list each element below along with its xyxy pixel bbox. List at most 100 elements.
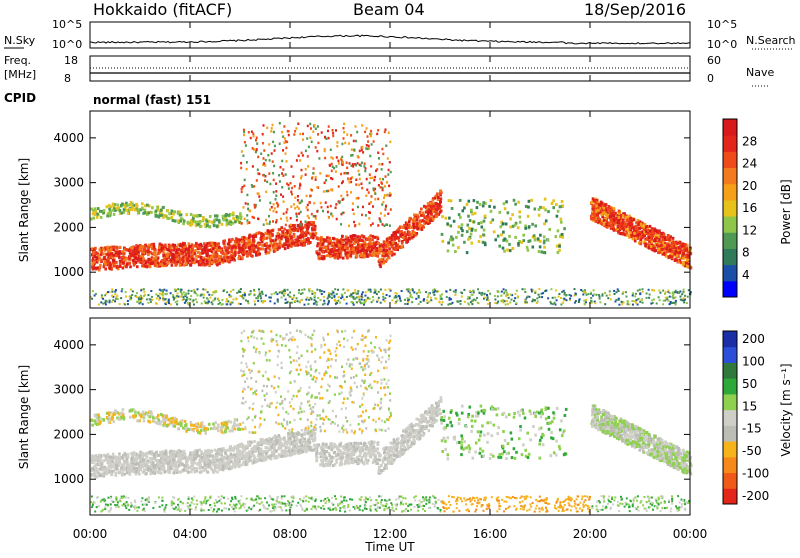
data-cell: [618, 212, 621, 215]
data-cell: [469, 290, 471, 292]
data-cell: [369, 212, 371, 215]
data-cell: [674, 242, 677, 245]
data-cell: [545, 219, 548, 222]
data-cell: [124, 304, 126, 306]
data-cell: [190, 213, 193, 216]
data-cell: [637, 304, 639, 306]
data-cell: [370, 291, 372, 293]
data-cell: [404, 303, 406, 305]
data-cell: [555, 235, 558, 238]
data-cell: [590, 217, 593, 220]
data-cell: [460, 291, 462, 293]
data-cell: [626, 234, 629, 237]
data-cell: [99, 248, 102, 251]
data-cell: [280, 218, 282, 221]
data-cell: [307, 237, 310, 240]
data-cell: [286, 208, 288, 211]
data-cell: [656, 303, 658, 305]
data-cell: [340, 173, 342, 176]
data-cell: [671, 302, 673, 304]
data-cell: [613, 228, 616, 231]
data-cell: [642, 226, 645, 229]
data-cell: [288, 187, 290, 190]
data-cell: [107, 249, 110, 252]
data-cell: [290, 224, 292, 227]
data-cell: [376, 236, 379, 239]
data-cell: [381, 203, 383, 206]
data-cell: [461, 234, 464, 237]
data-cell: [259, 199, 261, 202]
data-cell: [683, 297, 685, 299]
data-cell: [381, 168, 383, 171]
data-cell: [246, 168, 248, 171]
data-cell: [606, 226, 609, 229]
data-cell: [130, 204, 133, 207]
data-cell: [266, 127, 268, 130]
data-cell: [367, 135, 369, 138]
data-cell: [550, 301, 552, 303]
data-cell: [136, 265, 139, 268]
data-cell: [427, 302, 429, 304]
data-cell: [166, 302, 168, 304]
data-cell: [461, 296, 463, 298]
data-cell: [471, 303, 473, 305]
data-cell: [271, 229, 274, 232]
data-cell: [646, 293, 648, 295]
data-cell: [509, 225, 512, 228]
data-cell: [558, 245, 561, 248]
data-cell: [398, 239, 401, 242]
data-cell: [357, 206, 359, 209]
data-cell: [383, 197, 385, 200]
data-cell: [514, 236, 517, 239]
data-cell: [321, 131, 323, 134]
data-cell: [470, 242, 473, 245]
data-cell: [439, 189, 442, 192]
data-cell: [594, 302, 596, 304]
data-cell: [286, 217, 288, 220]
data-cell: [504, 207, 507, 210]
data-cell: [280, 244, 283, 247]
data-cell: [408, 299, 410, 301]
data-cell: [154, 257, 157, 260]
data-cell: [542, 206, 545, 209]
data-cell: [239, 212, 242, 215]
data-cell: [297, 237, 300, 240]
data-cell: [271, 206, 273, 209]
data-cell: [517, 295, 519, 297]
data-cell: [308, 146, 310, 149]
data-cell: [418, 303, 420, 305]
data-cell: [493, 230, 496, 233]
data-cell: [159, 293, 161, 295]
data-cell: [675, 250, 678, 253]
data-cell: [226, 221, 229, 224]
data-cell: [449, 238, 452, 241]
data-cell: [298, 292, 300, 294]
data-cell: [206, 220, 209, 223]
data-cell: [184, 294, 186, 296]
data-cell: [248, 131, 250, 134]
data-cell: [436, 204, 439, 207]
data-cell: [593, 199, 596, 202]
data-cell: [299, 235, 302, 238]
data-cell: [118, 252, 121, 255]
data-cell: [95, 293, 97, 295]
data-cell: [409, 289, 411, 291]
data-cell: [624, 233, 627, 236]
data-cell: [392, 241, 395, 244]
data-cell: [107, 253, 110, 256]
data-cell: [179, 244, 182, 247]
data-cell: [118, 256, 121, 259]
data-cell: [330, 177, 332, 180]
data-cell: [510, 294, 512, 296]
data-cell: [513, 300, 515, 302]
data-cell: [449, 289, 451, 291]
data-cell: [176, 303, 178, 305]
data-cell: [252, 238, 255, 241]
data-cell: [556, 215, 559, 218]
colorbar-swatch: [723, 184, 737, 201]
data-cell: [123, 473, 126, 476]
data-cell: [232, 302, 234, 304]
data-cell: [299, 187, 301, 190]
data-cell: [117, 298, 119, 300]
data-cell: [96, 213, 99, 216]
